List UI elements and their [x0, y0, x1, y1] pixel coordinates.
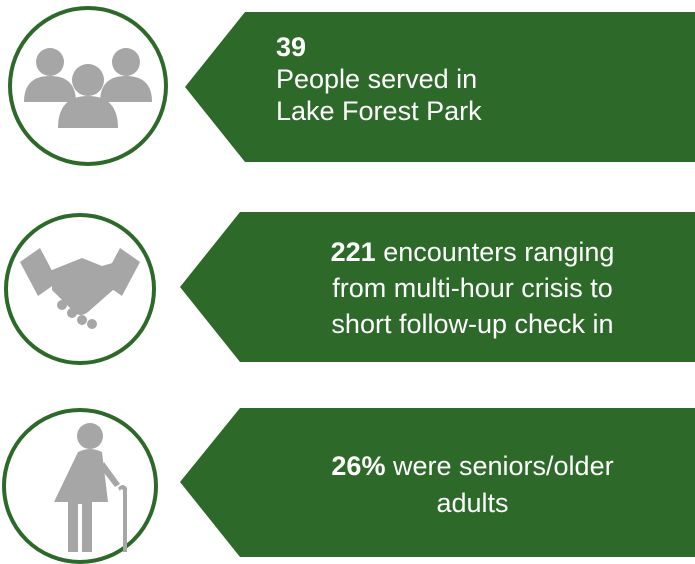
stat-text: 26% were seniors/older adults	[250, 448, 695, 522]
icon-circle	[4, 213, 156, 365]
stat-number: 26%	[331, 451, 386, 481]
stat-line: People served in	[276, 64, 478, 94]
stat-line: short follow-up check in	[331, 309, 614, 339]
stat-number: 221	[330, 237, 376, 267]
stat-line: adults	[436, 488, 509, 518]
stat-number: 39	[276, 32, 307, 62]
senior-icon	[54, 423, 127, 552]
banner	[185, 12, 695, 162]
stat-text: 39 People served in Lake Forest Park	[276, 31, 482, 127]
banner-shapes	[180, 12, 695, 557]
people-icon	[24, 48, 152, 128]
icon-circle	[2, 408, 158, 564]
stat-text: 221 encounters ranging from multi-hour c…	[250, 234, 695, 342]
banner	[180, 212, 695, 362]
banner	[180, 408, 695, 557]
handshake-icon	[20, 248, 140, 329]
stat-line: encounters ranging	[383, 237, 615, 267]
icon-circle	[8, 6, 168, 166]
stat-line: were seniors/older	[392, 451, 614, 481]
stat-line: Lake Forest Park	[276, 96, 482, 126]
stat-line: from multi-hour crisis to	[332, 273, 613, 303]
